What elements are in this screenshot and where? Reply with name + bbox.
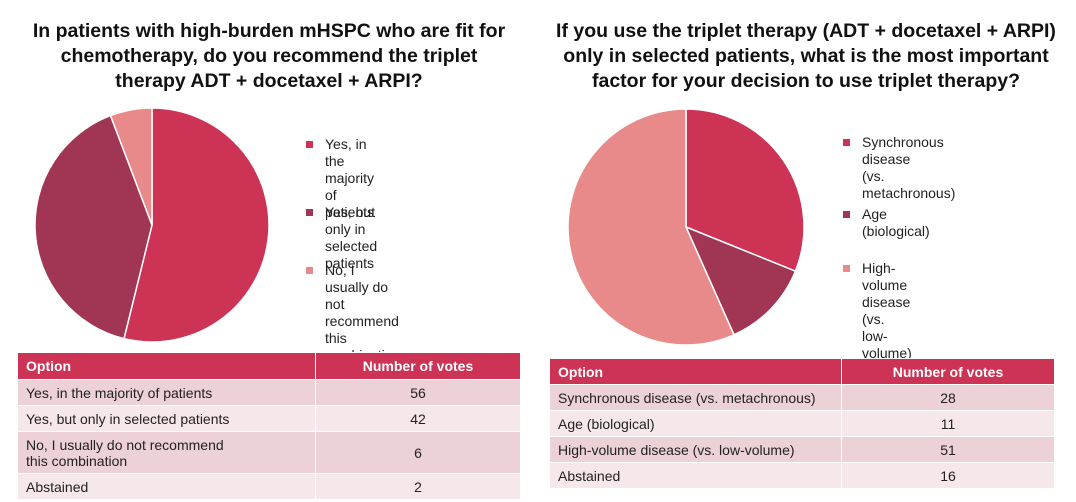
pie-slice-high-volume: [567, 108, 735, 346]
legend-swatch: [306, 267, 313, 274]
option-cell: Synchronous disease (vs. metachronous): [549, 384, 842, 411]
votes-cell: 11: [841, 410, 1055, 437]
option-cell: High-volume disease (vs. low-volume): [549, 436, 842, 463]
table-row: Age (biological) 11: [549, 410, 1055, 437]
legend-swatch: [306, 141, 313, 148]
votes-cell: 42: [315, 405, 521, 432]
votes-cell: 6: [315, 431, 521, 474]
pie-slice-no: [109, 107, 153, 226]
legend-label: Age (biological): [862, 206, 930, 239]
table-row: Yes, in the majority of patients 56: [17, 379, 521, 406]
legend-swatch: [843, 139, 850, 146]
votes-cell: 51: [841, 436, 1055, 463]
legend-swatch: [306, 209, 313, 216]
pie-slice-synchronous: [685, 108, 805, 273]
legend-swatch: [843, 265, 850, 272]
table-header-row: Option Number of votes: [17, 352, 521, 380]
column-header-votes: Number of votes: [841, 358, 1055, 385]
table-row: Synchronous disease (vs. metachronous) 2…: [549, 384, 1055, 411]
legend-label: Yes, in the majority of patients: [325, 136, 375, 220]
legend-swatch: [843, 211, 850, 218]
votes-cell: 56: [315, 379, 521, 406]
column-header-option: Option: [549, 358, 842, 385]
right-chart-panel: If you use the triplet therapy (ADT + do…: [538, 0, 1076, 502]
column-header-option: Option: [17, 352, 316, 380]
table-header-row: Option Number of votes: [549, 358, 1055, 385]
left-votes-table: Option Number of votes Yes, in the major…: [17, 352, 521, 500]
right-pie-chart: [567, 108, 805, 346]
legend-label: Synchronous disease (vs. metachronous): [862, 134, 956, 201]
left-chart-panel: In patients with high-burden mHSPC who a…: [17, 20, 521, 500]
table-row: High-volume disease (vs. low-volume) 51: [549, 436, 1055, 463]
pie-slice-majority: [123, 107, 270, 343]
option-cell: Abstained: [549, 462, 842, 489]
table-row: Abstained 2: [17, 473, 521, 500]
left-pie-chart: [34, 107, 270, 343]
legend-label: High-volume disease (vs. low-volume): [862, 260, 912, 361]
right-chart-title: If you use the triplet therapy (ADT + do…: [556, 20, 1056, 92]
votes-cell: 28: [841, 384, 1055, 411]
table-row: Abstained 16: [549, 462, 1055, 489]
column-header-votes: Number of votes: [315, 352, 521, 380]
table-row: Yes, but only in selected patients 42: [17, 405, 521, 432]
votes-cell: 16: [841, 462, 1055, 489]
legend-label: No, I usually do not recommend this comb…: [325, 262, 401, 363]
table-row: No, I usually do not recommend this comb…: [17, 431, 521, 474]
legend-label: Yes, but only in selected patients: [325, 204, 378, 271]
pie-slice-selected: [34, 114, 153, 340]
votes-cell: 2: [315, 473, 521, 500]
option-cell: Yes, but only in selected patients: [17, 405, 316, 432]
right-votes-table: Option Number of votes Synchronous disea…: [549, 358, 1055, 489]
pie-slice-age: [684, 225, 797, 336]
left-chart-title: In patients with high-burden mHSPC who a…: [32, 20, 506, 92]
option-cell: Age (biological): [549, 410, 842, 437]
option-cell: Abstained: [17, 473, 316, 500]
option-cell: Yes, in the majority of patients: [17, 379, 316, 406]
option-cell: No, I usually do not recommend this comb…: [17, 431, 316, 474]
